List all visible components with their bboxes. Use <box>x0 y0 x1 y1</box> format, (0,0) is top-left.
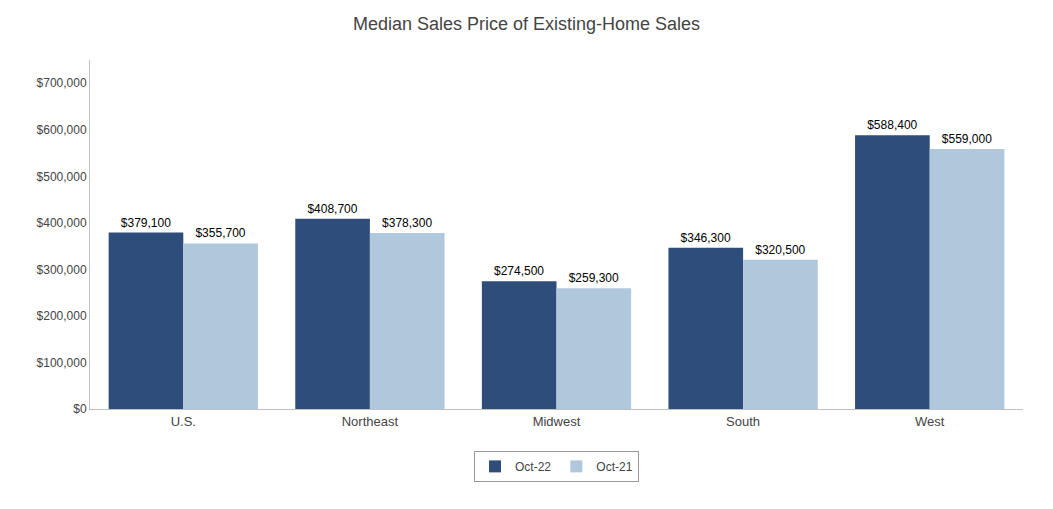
svg-text:$378,300: $378,300 <box>382 216 432 230</box>
svg-text:Midwest: Midwest <box>533 414 581 429</box>
svg-text:$274,500: $274,500 <box>494 264 544 278</box>
svg-text:Median Sales Price of Existing: Median Sales Price of Existing-Home Sale… <box>353 14 700 34</box>
svg-text:$300,000: $300,000 <box>37 263 87 277</box>
svg-text:$320,500: $320,500 <box>755 243 805 257</box>
svg-text:$355,700: $355,700 <box>195 226 245 240</box>
svg-text:$600,000: $600,000 <box>37 123 87 137</box>
svg-text:$500,000: $500,000 <box>37 170 87 184</box>
svg-text:$408,700: $408,700 <box>307 202 357 216</box>
svg-text:$379,100: $379,100 <box>121 216 171 230</box>
svg-text:West: West <box>915 414 945 429</box>
svg-text:South: South <box>726 414 760 429</box>
svg-text:$588,400: $588,400 <box>867 118 917 132</box>
svg-text:Oct-21: Oct-21 <box>596 460 632 474</box>
svg-text:$100,000: $100,000 <box>37 356 87 370</box>
svg-text:$346,300: $346,300 <box>681 231 731 245</box>
svg-text:U.S.: U.S. <box>171 414 196 429</box>
svg-text:Oct-22: Oct-22 <box>515 460 551 474</box>
svg-text:$700,000: $700,000 <box>37 76 87 90</box>
svg-text:$400,000: $400,000 <box>37 216 87 230</box>
svg-text:$200,000: $200,000 <box>37 309 87 323</box>
svg-text:$0: $0 <box>73 402 87 416</box>
svg-text:Northeast: Northeast <box>342 414 399 429</box>
svg-text:$559,000: $559,000 <box>942 132 992 146</box>
svg-text:$259,300: $259,300 <box>569 271 619 285</box>
